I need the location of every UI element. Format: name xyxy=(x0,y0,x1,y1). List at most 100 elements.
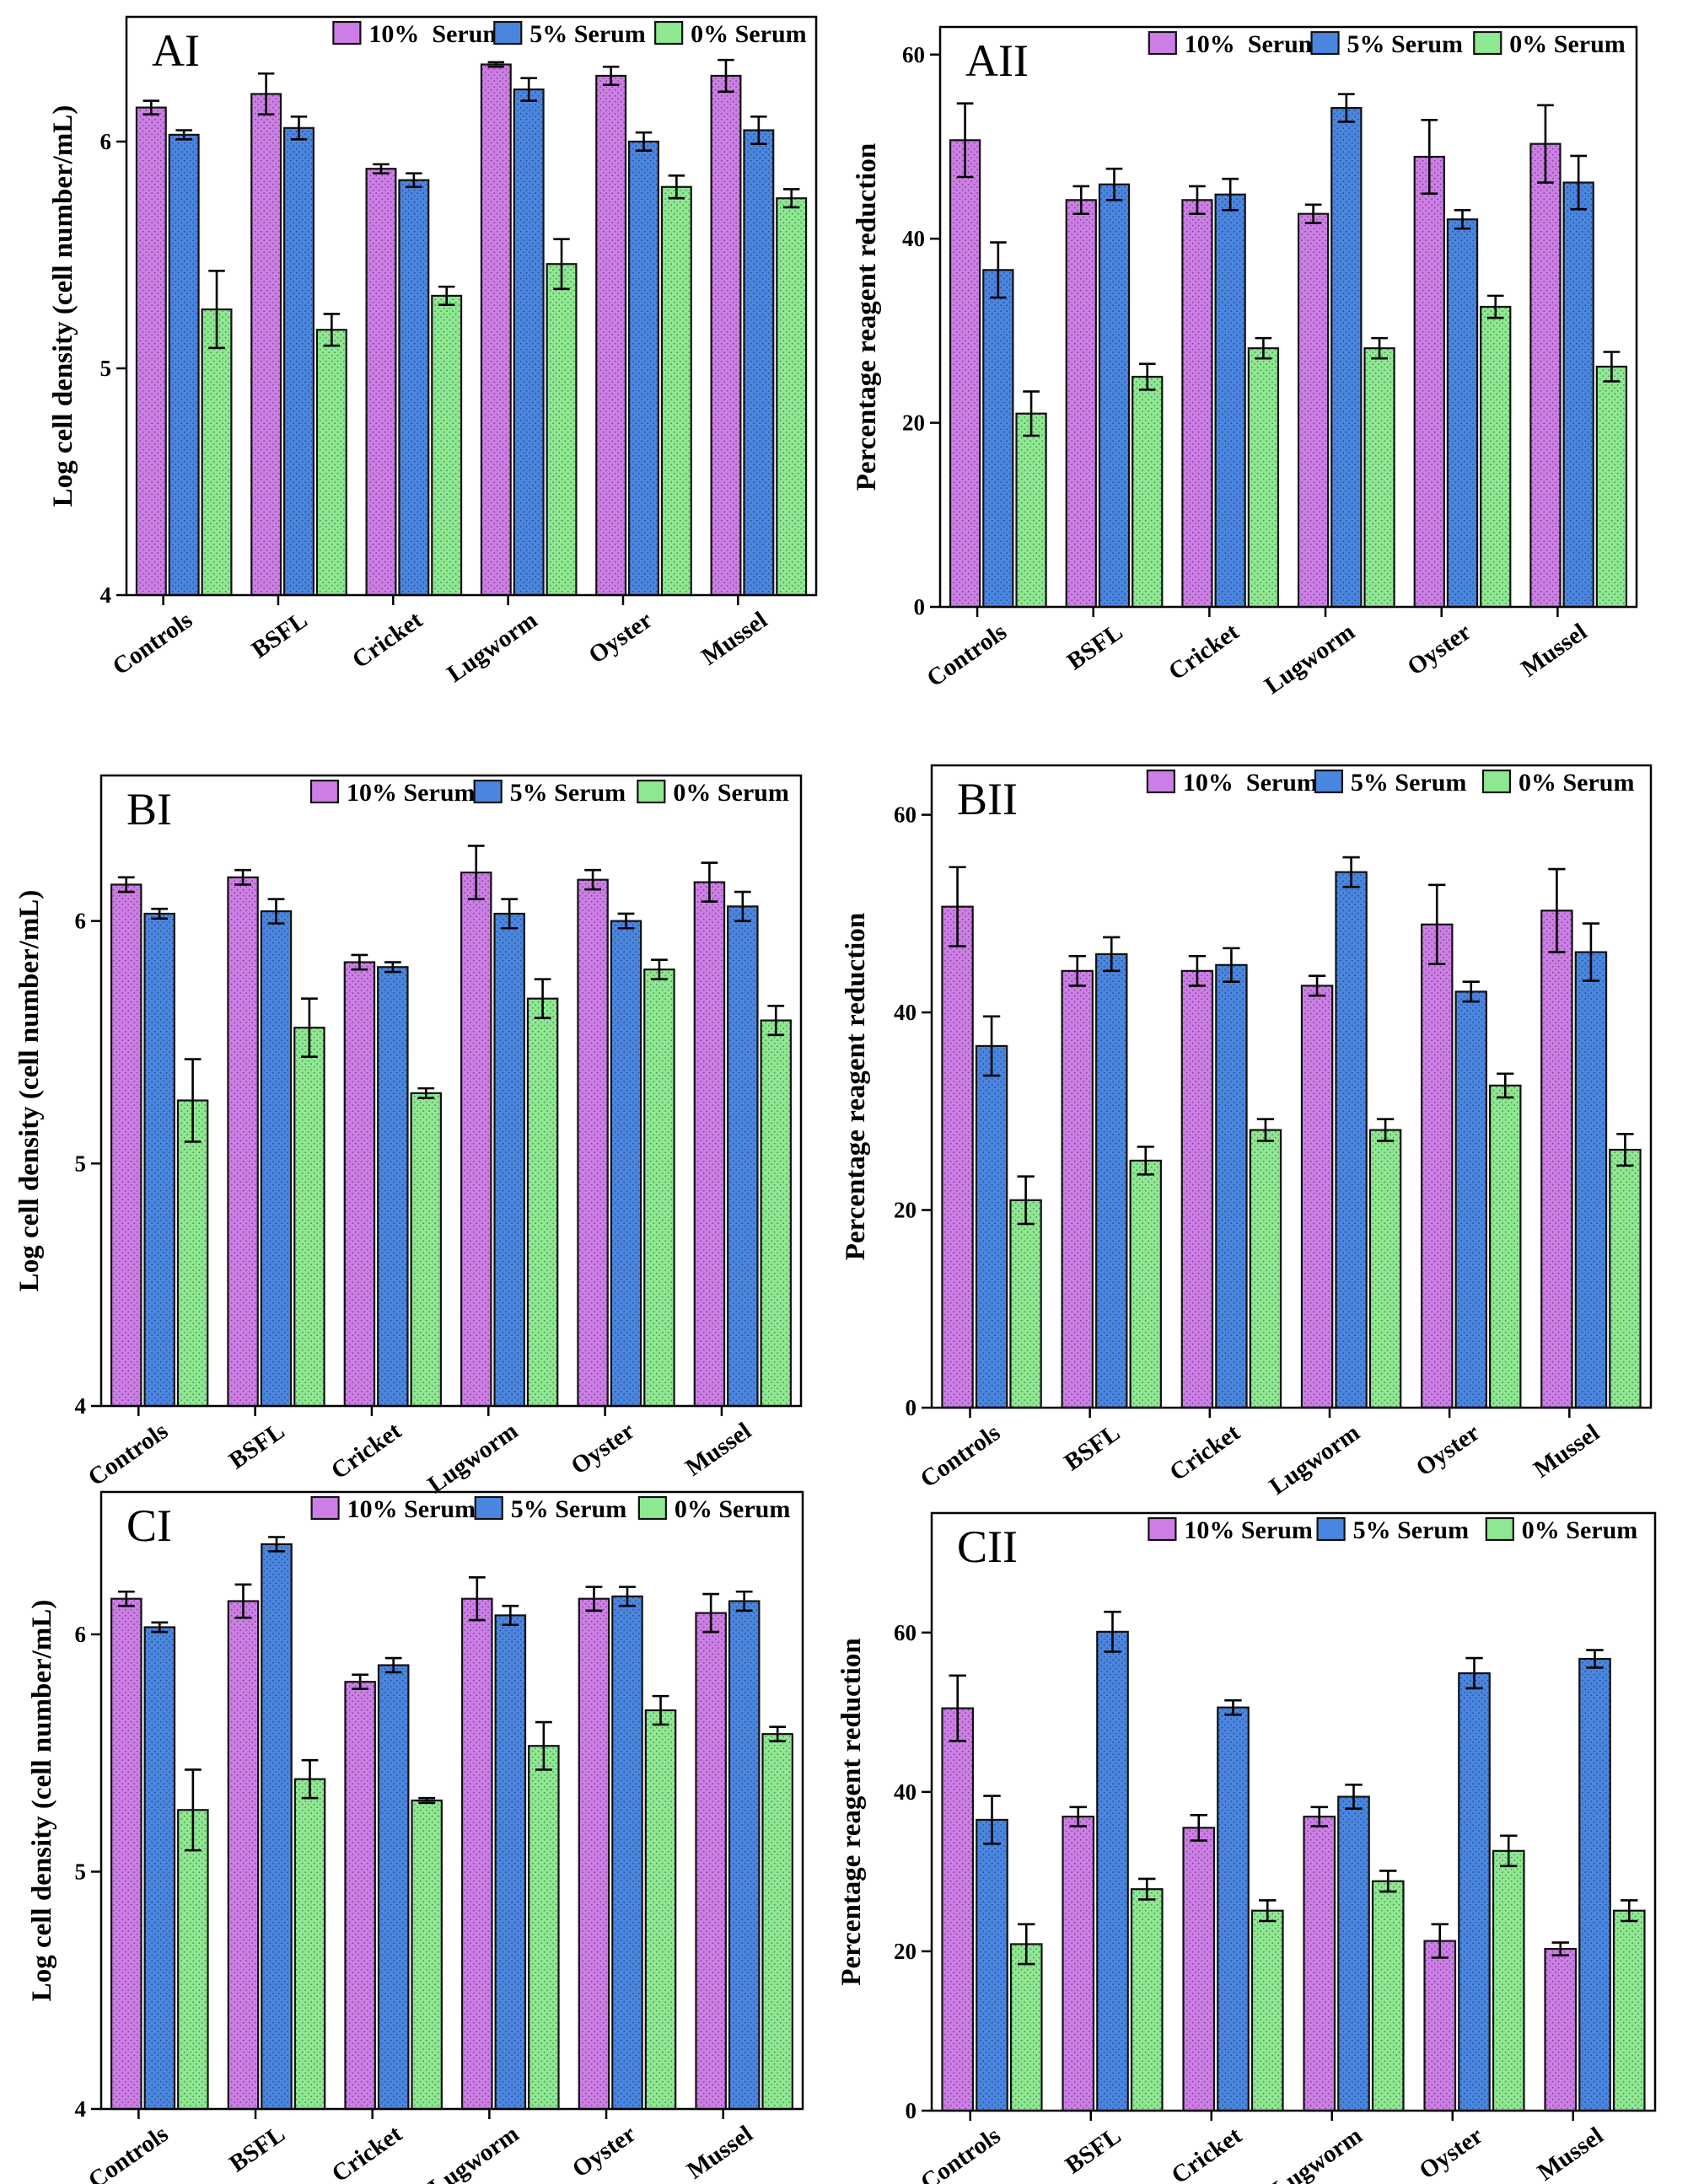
bar-oyster-10pct-serum xyxy=(1421,923,1454,1409)
bar-oyster-0pct-serum xyxy=(660,185,692,597)
error-bar-controls-10pct-serum xyxy=(949,866,966,947)
bar-controls-5pct-serum xyxy=(982,269,1014,609)
bar-lugworm-5pct-serum xyxy=(494,1614,527,2111)
legend-label-0pct: 0% Serum xyxy=(675,1495,791,1523)
bar-controls-10pct-serum xyxy=(135,106,167,597)
bar-controls-0pct-serum xyxy=(1009,1199,1042,1409)
y-tick-label: 5 xyxy=(75,1859,87,1884)
legend-label-0pct: 0% Serum xyxy=(1509,30,1626,58)
bar-lugworm-10pct-serum xyxy=(480,63,512,597)
bar-controls-10pct-serum xyxy=(110,1597,142,2111)
error-bar-mussel-5pct-serum xyxy=(734,890,751,922)
error-bar-cricket-10pct-serum xyxy=(1188,954,1207,987)
x-tick-label: Mussel xyxy=(682,2121,758,2184)
x-tick-label: Mussel xyxy=(1517,619,1593,683)
bar-oyster-5pct-serum xyxy=(1454,990,1487,1409)
chart-panel-CII: Controls BSFL Cricket Lugworm Oyster Mussel 0 2… xyxy=(836,1511,1657,2184)
bar-lugworm-5pct-serum xyxy=(1335,871,1368,1409)
error-bar-lugworm-10pct-serum xyxy=(468,1576,486,1622)
error-bar-oyster-5pct-serum xyxy=(635,131,653,153)
error-bar-mussel-5pct-serum xyxy=(735,1590,753,1613)
error-bar-controls-10pct-serum xyxy=(117,876,135,893)
plot-frame xyxy=(125,15,818,597)
x-tick-label: Controls xyxy=(922,619,1011,693)
error-bar-cricket-0pct-serum xyxy=(1255,336,1272,360)
bar-bsfl-0pct-serum xyxy=(1132,375,1164,609)
legend-swatch-5pct xyxy=(1310,30,1340,56)
legend-swatch-5pct xyxy=(473,779,503,804)
y-tick-label: 4 xyxy=(75,2096,87,2122)
bar-cricket-10pct-serum xyxy=(343,961,376,1408)
x-tick-label: Lugworm xyxy=(1260,619,1360,700)
bar-mussel-10pct-serum xyxy=(1544,1947,1578,2112)
legend-label-5pct: 5% Serum xyxy=(511,1495,627,1523)
x-tick-label: Cricket xyxy=(1167,2122,1247,2184)
error-bar-mussel-10pct-serum xyxy=(1537,104,1554,184)
error-bar-cricket-0pct-serum xyxy=(1259,1899,1277,1923)
bar-mussel-10pct-serum xyxy=(1540,910,1573,1409)
bar-cricket-0pct-serum xyxy=(1250,1909,1284,2112)
error-bar-cricket-10pct-serum xyxy=(1190,1813,1207,1842)
error-bar-controls-10pct-serum xyxy=(956,102,974,179)
bar-cricket-10pct-serum xyxy=(1180,969,1214,1409)
bar-bsfl-5pct-serum xyxy=(261,1543,293,2111)
error-bar-cricket-5pct-serum xyxy=(1222,177,1239,212)
error-bar-oyster-10pct-serum xyxy=(1421,118,1438,195)
bar-mussel-5pct-serum xyxy=(1574,951,1608,1409)
error-bar-bsfl-10pct-serum xyxy=(1072,185,1090,215)
error-bar-bsfl-10pct-serum xyxy=(257,72,275,115)
error-bar-controls-0pct-serum xyxy=(208,270,225,350)
error-bar-controls-0pct-serum xyxy=(1017,1175,1035,1226)
error-bar-mussel-0pct-serum xyxy=(1603,351,1621,383)
error-bar-controls-5pct-serum xyxy=(982,1015,1001,1077)
error-bar-cricket-5pct-serum xyxy=(406,172,422,189)
legend-swatch-0pct xyxy=(654,20,684,46)
error-bar-oyster-0pct-serum xyxy=(651,958,668,980)
bar-mussel-5pct-serum xyxy=(1562,181,1594,609)
error-bar-bsfl-5pct-serum xyxy=(1103,936,1121,973)
legend-swatch-10pct xyxy=(309,779,340,804)
x-tick-label: Mussel xyxy=(696,607,772,671)
error-bar-mussel-5pct-serum xyxy=(1570,154,1587,211)
y-axis-label: Percentage reagent reduction xyxy=(841,913,871,1260)
error-bar-controls-5pct-serum xyxy=(175,129,192,141)
bar-cricket-5pct-serum xyxy=(377,966,409,1408)
bar-bsfl-10pct-serum xyxy=(1065,199,1097,609)
error-bar-mussel-0pct-serum xyxy=(769,1725,787,1742)
y-tick-label: 5 xyxy=(75,1151,87,1176)
bar-controls-0pct-serum xyxy=(1015,412,1047,609)
bar-lugworm-0pct-serum xyxy=(1371,1880,1405,2112)
error-bar-bsfl-10pct-serum xyxy=(234,1583,252,1619)
error-bar-mussel-5pct-serum xyxy=(750,115,767,145)
bar-lugworm-10pct-serum xyxy=(460,871,492,1408)
error-bar-bsfl-5pct-serum xyxy=(1105,167,1123,201)
y-tick-label: 0 xyxy=(906,1395,917,1420)
error-bar-lugworm-0pct-serum xyxy=(553,238,570,291)
error-bar-lugworm-10pct-serum xyxy=(1308,974,1326,997)
bar-cricket-10pct-serum xyxy=(1182,1827,1216,2112)
x-tick-label: Oyster xyxy=(1415,2122,1488,2184)
chart-panel-BII: Controls BSFL Cricket Lugworm Oyster Mussel02… xyxy=(841,764,1653,1500)
bar-controls-10pct-serum xyxy=(941,1707,975,2112)
y-tick-label: 40 xyxy=(894,1000,917,1025)
legend-swatch-10pct xyxy=(1148,30,1177,56)
bar-bsfl-10pct-serum xyxy=(227,876,259,1408)
y-tick-label: 20 xyxy=(902,411,925,436)
y-tick-label: 60 xyxy=(902,42,925,67)
error-bar-mussel-10pct-serum xyxy=(1551,1941,1569,1956)
y-tick-label: 40 xyxy=(894,1779,917,1805)
y-tick-label: 60 xyxy=(894,1620,917,1645)
panel-label: AII xyxy=(965,35,1029,86)
bar-mussel-0pct-serum xyxy=(760,1019,792,1408)
error-bar-controls-0pct-serum xyxy=(1023,390,1040,437)
bar-controls-5pct-serum xyxy=(143,1626,176,2111)
bar-cricket-10pct-serum xyxy=(365,168,397,597)
error-bar-bsfl-10pct-serum xyxy=(1069,1806,1087,1827)
error-bar-oyster-0pct-serum xyxy=(1500,1834,1518,1868)
bar-bsfl-5pct-serum xyxy=(260,910,293,1408)
bar-bsfl-5pct-serum xyxy=(1095,952,1128,1409)
legend-label-0pct: 0% Serum xyxy=(691,20,807,48)
error-bar-controls-0pct-serum xyxy=(184,1058,202,1143)
bar-cricket-0pct-serum xyxy=(410,1092,442,1408)
error-bar-bsfl-0pct-serum xyxy=(1137,1146,1154,1176)
